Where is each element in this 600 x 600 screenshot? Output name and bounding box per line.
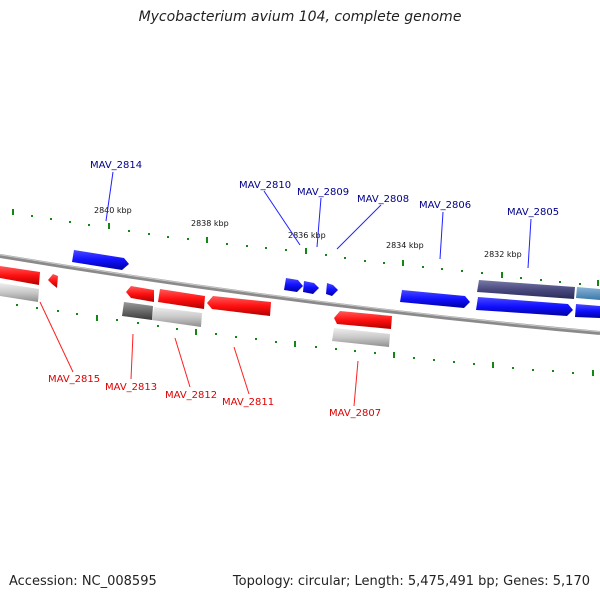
genome-backbone — [0, 254, 600, 335]
gene-forward-mav2810b[interactable] — [303, 281, 319, 294]
label-mav2811[interactable]: MAV_2811 — [222, 397, 274, 408]
gene-reverse-mav2815-gray[interactable] — [0, 283, 39, 302]
scale-label-2840: 2840 kbp — [94, 206, 132, 215]
scale-label-2838: 2838 kbp — [191, 219, 229, 228]
gene-reverse-mav2815[interactable] — [0, 266, 40, 285]
gene-forward-mav2805-pseudo[interactable] — [477, 280, 575, 299]
map-title: Mycobacterium avium 104, complete genome — [138, 9, 462, 25]
gene-reverse-mav2812-gray[interactable] — [152, 307, 202, 327]
gene-reverse-mav2813-dark[interactable] — [122, 302, 153, 320]
label-mav2807[interactable]: MAV_2807 — [329, 408, 381, 419]
gene-reverse-mav2807[interactable] — [334, 311, 392, 329]
gene-reverse-small[interactable] — [48, 274, 58, 288]
gene-forward-mav2810a[interactable] — [284, 278, 303, 292]
forward-callout-lines — [105, 171, 532, 269]
genome-summary-text: Topology: circular; Length: 5,475,491 bp… — [232, 574, 590, 589]
gene-forward-mav2805[interactable] — [476, 297, 573, 316]
label-mav2815[interactable]: MAV_2815 — [48, 374, 100, 385]
gene-forward-mav2814[interactable] — [72, 250, 129, 270]
scale-label-2832: 2832 kbp — [484, 250, 522, 259]
gene-reverse-mav2812[interactable] — [158, 289, 205, 309]
scale-label-2836: 2836 kbp — [288, 231, 326, 240]
outer-tick-ring — [12, 209, 599, 286]
gene-reverse-mav2813[interactable] — [126, 286, 154, 302]
label-mav2808[interactable]: MAV_2808 — [357, 194, 409, 205]
label-mav2814[interactable]: MAV_2814 — [90, 160, 142, 171]
reverse-callout-lines — [39, 301, 359, 407]
label-mav2809[interactable]: MAV_2809 — [297, 187, 349, 198]
accession-text: Accession: NC_008595 — [9, 574, 157, 589]
label-mav2813[interactable]: MAV_2813 — [105, 382, 157, 393]
label-mav2806[interactable]: MAV_2806 — [419, 200, 471, 211]
gene-forward-mav2809[interactable] — [326, 283, 338, 296]
gene-reverse-mav2811[interactable] — [207, 296, 271, 316]
gene-forward-edge-teal[interactable] — [576, 287, 600, 300]
label-mav2810[interactable]: MAV_2810 — [239, 180, 291, 191]
label-mav2805[interactable]: MAV_2805 — [507, 207, 559, 218]
inner-tick-ring — [16, 304, 594, 376]
gene-forward-edge-blue[interactable] — [575, 304, 600, 318]
label-mav2812[interactable]: MAV_2812 — [165, 390, 217, 401]
gene-reverse-mav2807-gray[interactable] — [332, 328, 390, 347]
scale-label-2834: 2834 kbp — [386, 241, 424, 250]
gene-forward-mav2806[interactable] — [400, 290, 470, 308]
